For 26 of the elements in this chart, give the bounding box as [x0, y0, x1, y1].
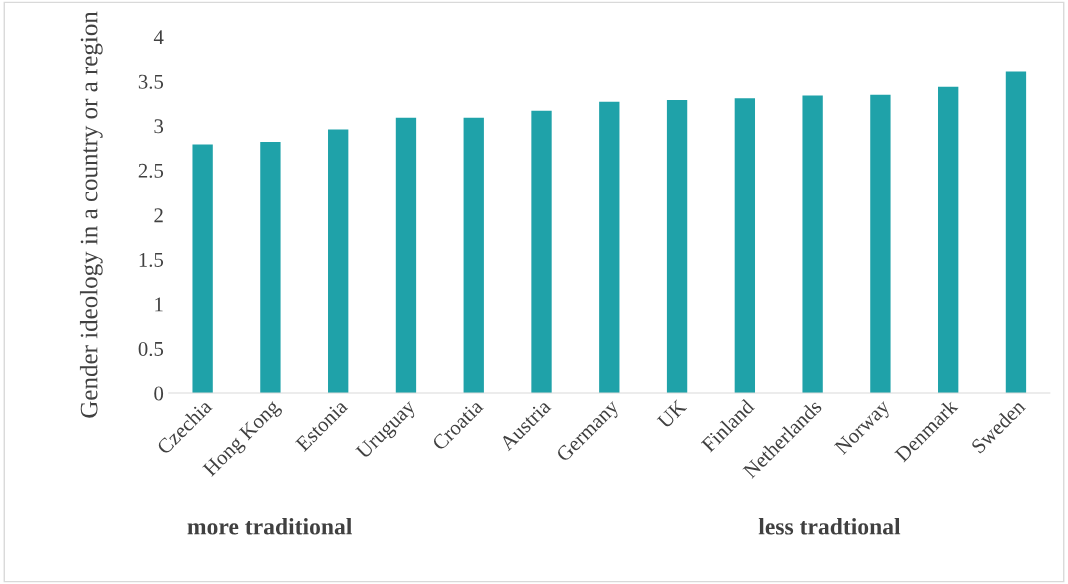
bar: [531, 110, 552, 394]
bar: [260, 141, 281, 394]
bar: [328, 129, 349, 394]
bar: [192, 144, 213, 394]
y-tick-label: 1.5: [139, 252, 164, 267]
y-tick-label: 0: [154, 386, 164, 401]
y-tick-label: 4: [153, 30, 164, 45]
bar: [463, 117, 484, 394]
y-tick-label: 2: [154, 208, 163, 223]
y-tick-label: 3: [154, 119, 164, 134]
y-tick-label: 2.5: [138, 163, 164, 178]
bar: [938, 86, 959, 394]
y-tick-label: 1: [155, 297, 163, 312]
x-tick-label: UK: [656, 398, 688, 430]
bar: [599, 101, 620, 394]
bar: [395, 117, 417, 394]
bar: [666, 100, 688, 394]
text: less tradtional: [758, 517, 901, 535]
bar: [1005, 71, 1027, 394]
y-tick-label: 3.5: [138, 74, 164, 89]
bar: [734, 98, 756, 394]
y-tick-label: 0.5: [138, 341, 164, 357]
bar: [870, 94, 891, 394]
y-axis-title: Gender ideology in a country or a region: [79, 11, 103, 418]
text: more traditional: [187, 517, 352, 535]
bar: [802, 95, 823, 394]
